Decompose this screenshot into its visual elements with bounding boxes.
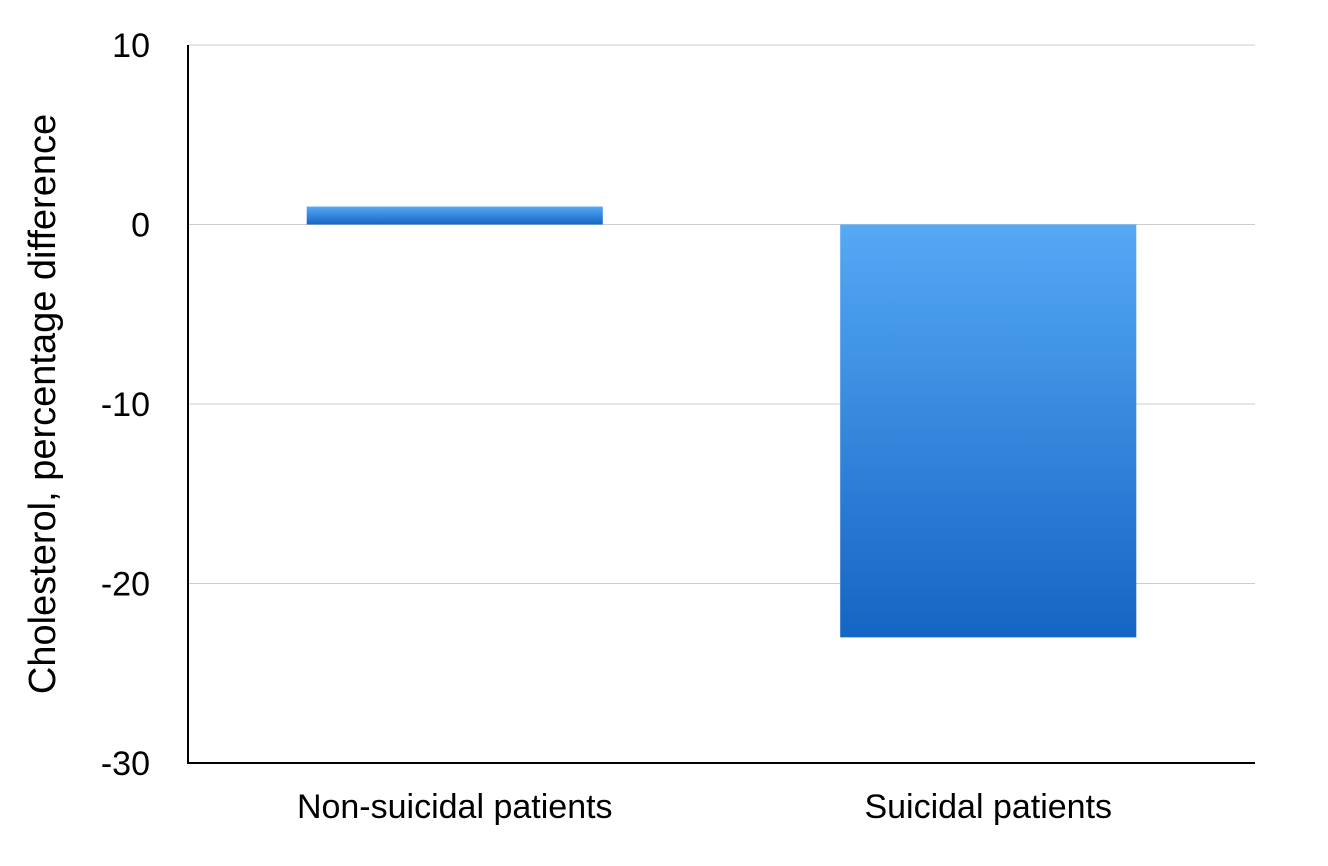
y-tick-label: -30 (101, 745, 150, 783)
labels: 10 0 -10 -20 -30 Non-suicidal patients Suicida… (101, 27, 1112, 826)
bars (306, 206, 1137, 638)
y-axis-title: Cholesterol, percentage difference (22, 114, 64, 694)
axes (187, 45, 1255, 764)
y-tick-label: 10 (112, 27, 150, 65)
x-category-label: Suicidal patients (864, 788, 1112, 826)
bar-suicidal-patients (840, 224, 1137, 638)
y-tick-label: 0 (131, 207, 150, 245)
y-tick-label: -10 (101, 386, 150, 424)
bar-non-suicidal-patients (306, 206, 603, 225)
y-tick-label: -20 (101, 566, 150, 604)
x-category-label: Non-suicidal patients (297, 788, 613, 826)
